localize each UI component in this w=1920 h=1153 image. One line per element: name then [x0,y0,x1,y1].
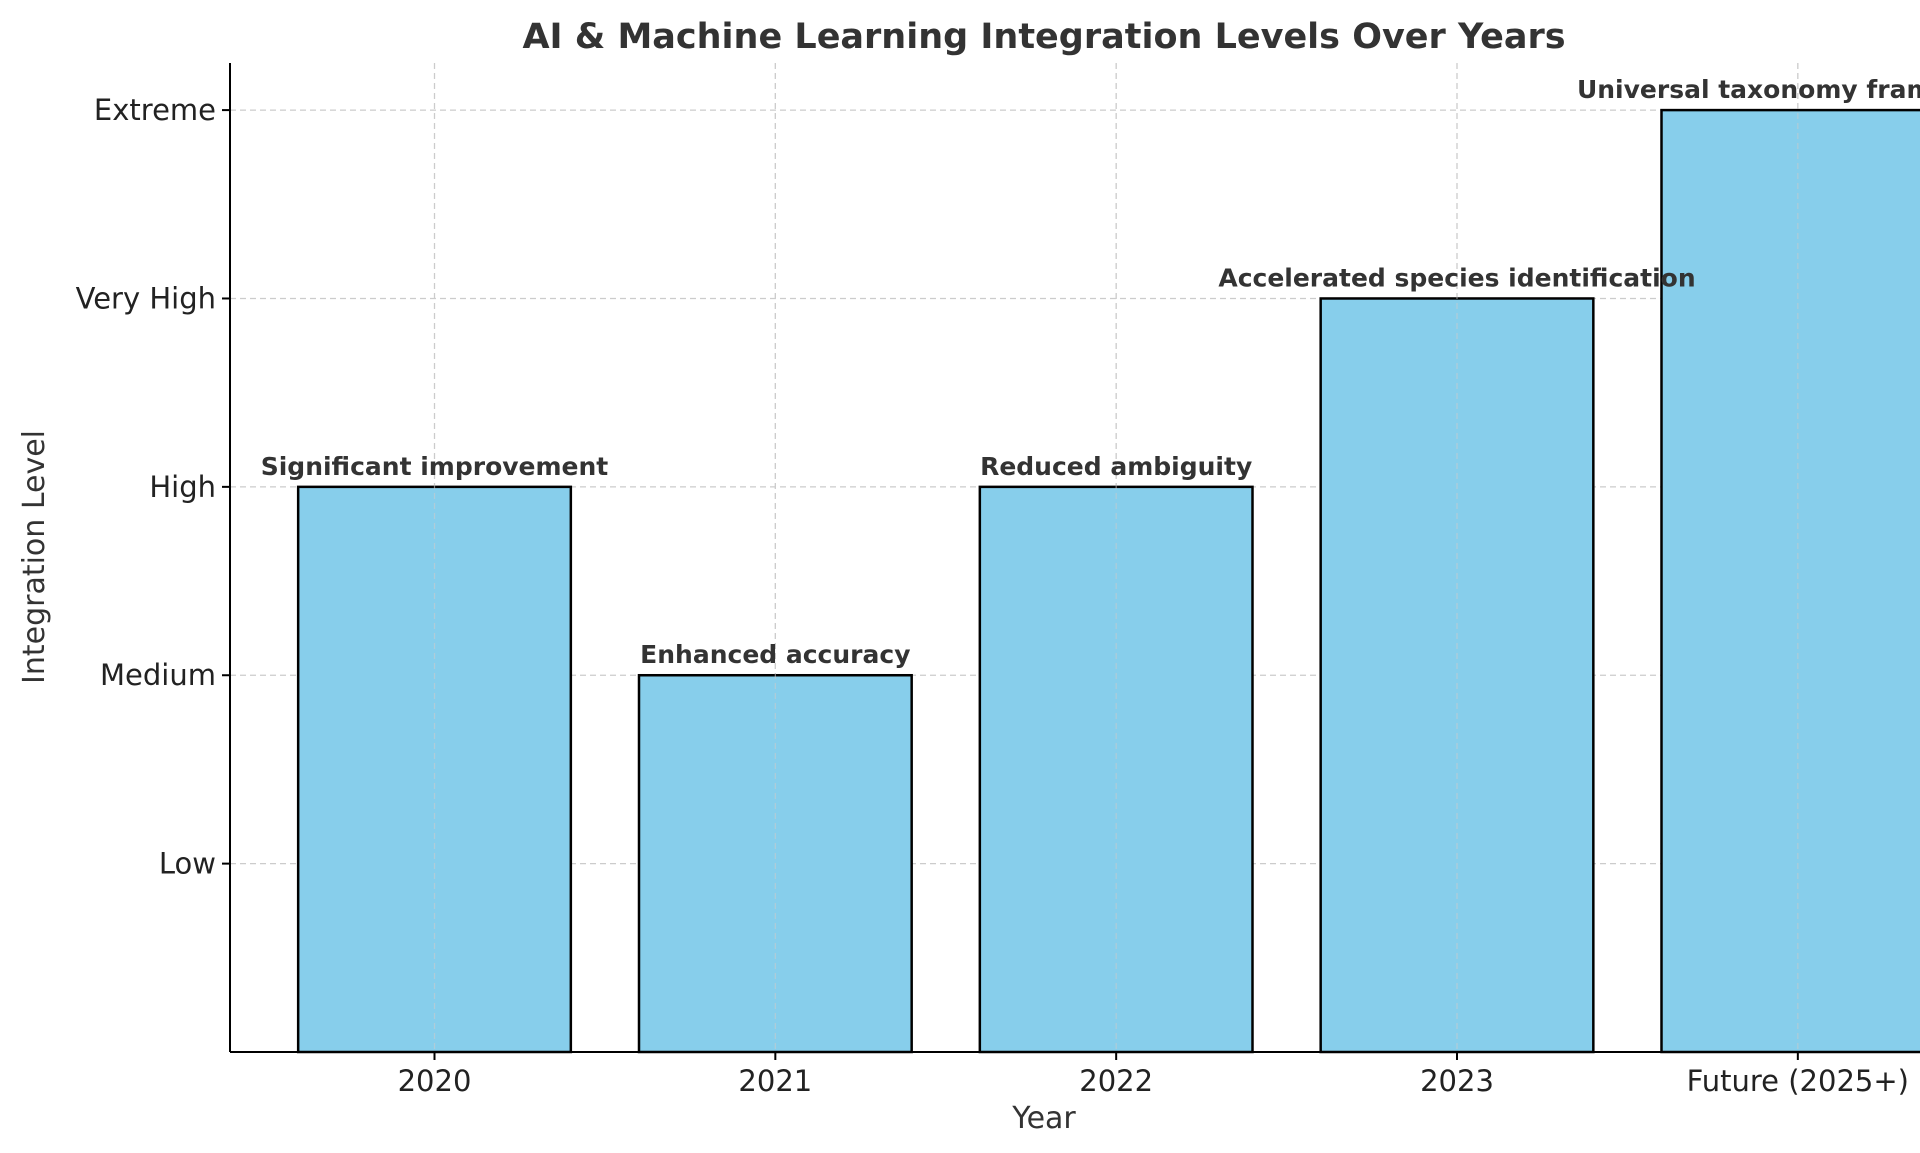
y-tick-label: High [149,470,216,504]
x-tick-label: 2020 [398,1064,472,1098]
y-tick-label: Extreme [94,93,216,127]
x-tick-label: 2021 [738,1064,812,1098]
x-tick-label: Future (2025+) [1687,1064,1909,1098]
bar-annotation: Universal taxonomy framework [1577,75,1920,104]
y-ticks: Low Medium High Very High Extreme [76,93,230,881]
x-tick-label: 2022 [1079,1064,1153,1098]
bar-annotation: Accelerated species identification [1218,263,1695,292]
axes [229,63,1866,1053]
y-tick-label: Medium [100,658,216,692]
y-tick-label: Very High [76,281,216,315]
bar [1660,108,1920,1054]
bar-annotation: Significant improvement [261,452,609,481]
bar-annotations: Significant improvement Enhanced accuracy… [261,75,1920,669]
x-axis-label: Year [1011,1101,1076,1136]
bars [296,108,1920,1054]
bar-annotation: Enhanced accuracy [640,640,910,669]
bar-annotation: Reduced ambiguity [980,452,1252,481]
x-tick-label: 2023 [1420,1064,1494,1098]
y-axis-label: Integration Level [17,430,52,684]
chart-title: AI & Machine Learning Integration Levels… [522,17,1565,57]
y-tick-label: Low [159,847,216,881]
x-ticks: 2020 2021 2022 2023 Future (2025+) [398,1052,1909,1098]
